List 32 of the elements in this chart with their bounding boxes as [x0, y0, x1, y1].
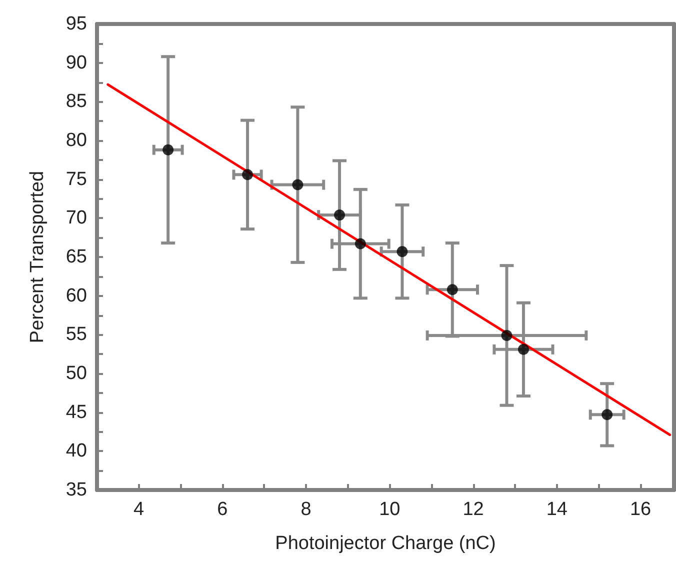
- point: [396, 246, 408, 258]
- point: [602, 409, 613, 420]
- y-tick-label: 55: [66, 324, 87, 346]
- point: [162, 144, 174, 156]
- y-axis-title: Percent Transported: [27, 170, 48, 344]
- x-tick-label: 14: [546, 499, 568, 520]
- y-tick-label: 35: [66, 480, 87, 500]
- y-tick-label: 50: [66, 363, 87, 384]
- point: [501, 330, 512, 341]
- y-tick-label: 60: [66, 285, 87, 306]
- x-tick-label: 4: [134, 499, 145, 520]
- y-tick-label: 80: [66, 130, 87, 151]
- y-tick-label: 45: [66, 402, 87, 423]
- y-tick-label: 85: [66, 91, 87, 112]
- x-tick-label: 16: [630, 499, 652, 520]
- point: [334, 210, 346, 221]
- x-tick-label: 8: [300, 499, 312, 520]
- y-tick-label: 70: [66, 208, 87, 229]
- y-tick-label: 90: [66, 52, 87, 74]
- y-tick-label: 65: [66, 246, 87, 268]
- y-tick-label: 95: [66, 14, 87, 34]
- x-axis-title: Photoinjector Charge (nC): [275, 533, 496, 554]
- point: [446, 284, 458, 296]
- y-tick-label: 75: [66, 168, 87, 190]
- point: [518, 344, 529, 355]
- y-tick-label: 40: [66, 440, 87, 462]
- x-tick-label: 12: [462, 499, 484, 520]
- x-tick-label: 10: [379, 499, 400, 520]
- point: [292, 179, 304, 190]
- x-tick-label: 6: [217, 499, 228, 520]
- point: [242, 169, 254, 180]
- point: [354, 238, 366, 250]
